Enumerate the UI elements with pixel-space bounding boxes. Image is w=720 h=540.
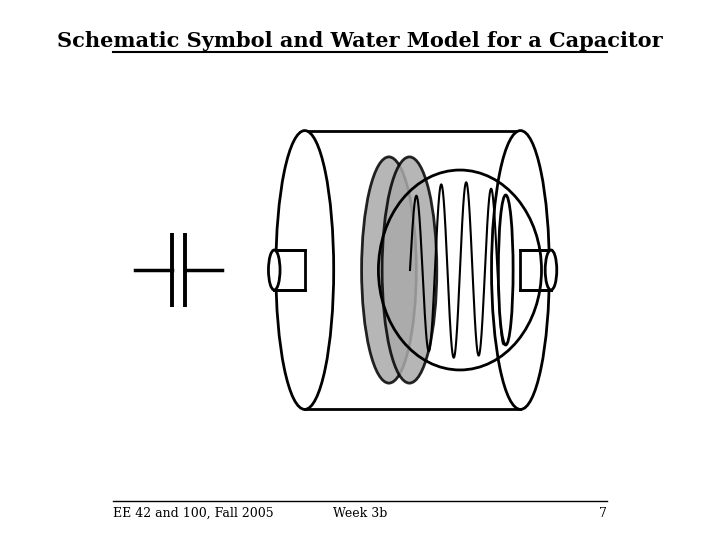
Ellipse shape <box>498 195 513 345</box>
Text: Week 3b: Week 3b <box>333 507 387 520</box>
Bar <box>521 250 551 290</box>
Bar <box>274 250 305 290</box>
Ellipse shape <box>276 131 333 409</box>
Ellipse shape <box>382 157 437 383</box>
Ellipse shape <box>492 131 549 409</box>
Text: 7: 7 <box>599 507 607 520</box>
Ellipse shape <box>269 250 280 290</box>
Text: EE 42 and 100, Fall 2005: EE 42 and 100, Fall 2005 <box>113 507 274 520</box>
Ellipse shape <box>361 157 416 383</box>
Text: Schematic Symbol and Water Model for a Capacitor: Schematic Symbol and Water Model for a C… <box>57 31 663 51</box>
Ellipse shape <box>545 250 557 290</box>
